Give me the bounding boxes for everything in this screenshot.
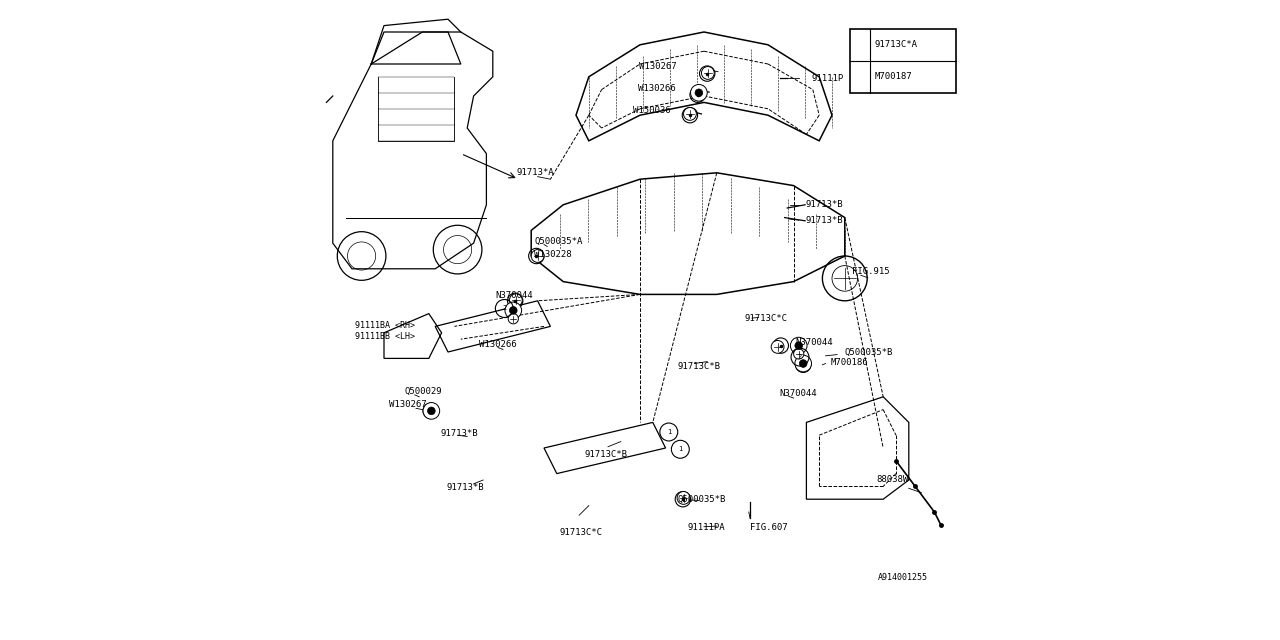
Text: 91713C*C: 91713C*C [745, 314, 787, 323]
Circle shape [504, 302, 522, 319]
Circle shape [509, 307, 517, 314]
Circle shape [509, 294, 522, 307]
Text: N370044: N370044 [495, 291, 532, 300]
Text: W130228: W130228 [535, 250, 572, 259]
Text: 2: 2 [502, 305, 507, 312]
Text: 2: 2 [858, 74, 863, 80]
Circle shape [795, 355, 812, 372]
Text: 91713*B: 91713*B [447, 483, 484, 492]
Circle shape [701, 67, 714, 79]
Text: W130267: W130267 [389, 400, 426, 409]
Text: 91111PA: 91111PA [689, 524, 726, 532]
Text: Q500029: Q500029 [404, 387, 442, 396]
Text: Q500035*B: Q500035*B [845, 348, 893, 356]
Text: 91713*B: 91713*B [440, 429, 477, 438]
Text: 91111BB <LH>: 91111BB <LH> [356, 332, 415, 340]
Circle shape [428, 407, 435, 415]
Text: W130267: W130267 [640, 62, 677, 71]
Text: 1: 1 [667, 429, 671, 435]
Circle shape [422, 403, 440, 419]
Text: W150036: W150036 [634, 106, 671, 115]
Text: W130266: W130266 [479, 340, 516, 349]
Text: 91111BA <RH>: 91111BA <RH> [356, 321, 415, 330]
Circle shape [531, 250, 544, 262]
Text: 91713*A: 91713*A [517, 168, 554, 177]
Text: Q500035*A: Q500035*A [535, 237, 582, 246]
Circle shape [771, 340, 783, 353]
Text: 91713C*B: 91713C*B [584, 450, 627, 459]
Text: 91713*B: 91713*B [805, 200, 842, 209]
Circle shape [684, 108, 696, 120]
Text: 91713C*C: 91713C*C [559, 528, 603, 537]
Text: FIG.607: FIG.607 [750, 524, 787, 532]
Text: 91713C*A: 91713C*A [874, 40, 918, 49]
Circle shape [791, 337, 808, 354]
Circle shape [677, 492, 690, 504]
Text: 2: 2 [797, 354, 803, 360]
Text: M700187: M700187 [874, 72, 911, 81]
Text: FIG.915: FIG.915 [852, 267, 890, 276]
Text: N370044: N370044 [795, 338, 832, 347]
Circle shape [691, 84, 708, 101]
Text: 91713C*B: 91713C*B [677, 362, 721, 371]
Circle shape [695, 89, 703, 97]
Text: 88038W: 88038W [877, 476, 909, 484]
FancyBboxPatch shape [850, 29, 955, 93]
Circle shape [799, 360, 808, 367]
Circle shape [508, 314, 518, 324]
Text: 1: 1 [858, 42, 863, 48]
Text: Q500035*B: Q500035*B [677, 495, 726, 504]
Text: M700186: M700186 [831, 358, 868, 367]
Text: A914001255: A914001255 [878, 573, 928, 582]
Text: N370044: N370044 [780, 389, 817, 398]
Text: 1: 1 [678, 446, 682, 452]
Text: W130266: W130266 [637, 84, 676, 93]
Text: 91713*B: 91713*B [805, 216, 842, 225]
Circle shape [794, 349, 804, 359]
Circle shape [795, 342, 803, 349]
Text: 91111P: 91111P [812, 74, 844, 83]
